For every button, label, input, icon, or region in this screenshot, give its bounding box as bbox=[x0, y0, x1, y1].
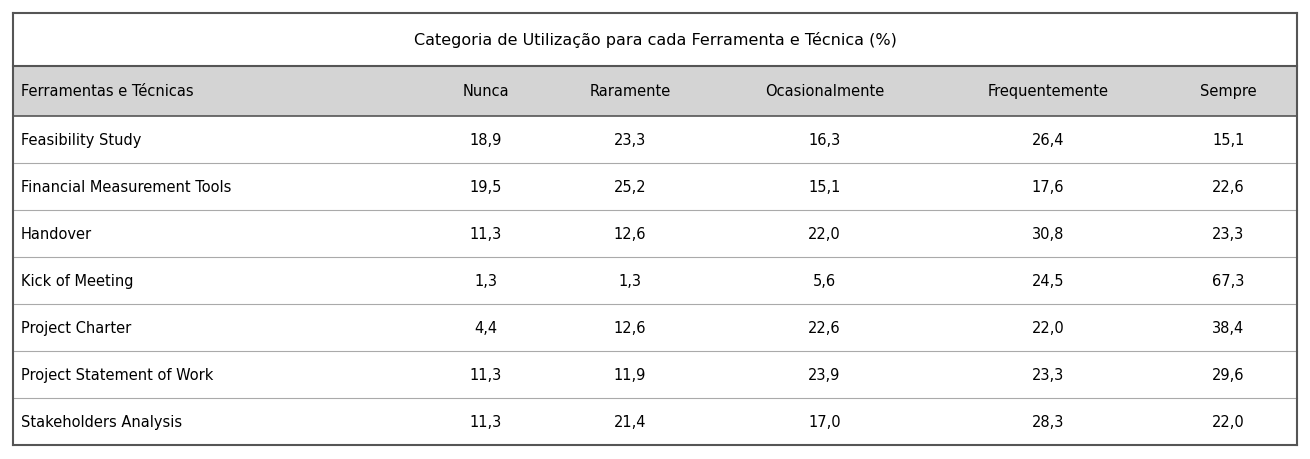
Text: 1,3: 1,3 bbox=[474, 274, 496, 289]
Text: 12,6: 12,6 bbox=[613, 227, 646, 242]
Bar bbox=[13, 352, 1297, 398]
Text: 67,3: 67,3 bbox=[1212, 274, 1244, 289]
Bar bbox=[13, 14, 1297, 67]
Text: 30,8: 30,8 bbox=[1032, 227, 1064, 242]
Text: 15,1: 15,1 bbox=[808, 180, 841, 195]
Text: Ferramentas e Técnicas: Ferramentas e Técnicas bbox=[21, 84, 194, 99]
Text: Frequentemente: Frequentemente bbox=[988, 84, 1108, 99]
Text: Ocasionalmente: Ocasionalmente bbox=[765, 84, 884, 99]
Text: Project Charter: Project Charter bbox=[21, 320, 131, 336]
Text: 28,3: 28,3 bbox=[1032, 414, 1064, 429]
Text: 23,3: 23,3 bbox=[1212, 227, 1244, 242]
Text: Raramente: Raramente bbox=[590, 84, 671, 99]
Text: 22,6: 22,6 bbox=[1212, 180, 1244, 195]
Text: 4,4: 4,4 bbox=[474, 320, 496, 336]
Text: 17,0: 17,0 bbox=[808, 414, 841, 429]
Text: 11,3: 11,3 bbox=[469, 367, 502, 382]
Text: 25,2: 25,2 bbox=[613, 180, 646, 195]
Bar bbox=[13, 67, 1297, 117]
Text: 22,6: 22,6 bbox=[808, 320, 841, 336]
Text: Feasibility Study: Feasibility Study bbox=[21, 133, 141, 148]
Text: Categoria de Utilização para cada Ferramenta e Técnica (%): Categoria de Utilização para cada Ferram… bbox=[414, 32, 896, 48]
Bar bbox=[13, 164, 1297, 211]
Text: 15,1: 15,1 bbox=[1212, 133, 1244, 148]
Text: 11,3: 11,3 bbox=[469, 227, 502, 242]
Text: Project Statement of Work: Project Statement of Work bbox=[21, 367, 214, 382]
Bar bbox=[13, 305, 1297, 352]
Text: 22,0: 22,0 bbox=[808, 227, 841, 242]
Text: Financial Measurement Tools: Financial Measurement Tools bbox=[21, 180, 232, 195]
Text: 26,4: 26,4 bbox=[1032, 133, 1064, 148]
Text: Sempre: Sempre bbox=[1200, 84, 1256, 99]
Text: 17,6: 17,6 bbox=[1032, 180, 1064, 195]
Text: 1,3: 1,3 bbox=[618, 274, 642, 289]
Text: Kick of Meeting: Kick of Meeting bbox=[21, 274, 134, 289]
Text: 11,9: 11,9 bbox=[613, 367, 646, 382]
Text: 23,3: 23,3 bbox=[1032, 367, 1064, 382]
Text: 38,4: 38,4 bbox=[1212, 320, 1244, 336]
Text: 12,6: 12,6 bbox=[613, 320, 646, 336]
Text: Handover: Handover bbox=[21, 227, 92, 242]
Text: 29,6: 29,6 bbox=[1212, 367, 1244, 382]
Text: 18,9: 18,9 bbox=[469, 133, 502, 148]
Text: 22,0: 22,0 bbox=[1212, 414, 1244, 429]
Text: 23,9: 23,9 bbox=[808, 367, 841, 382]
Text: 22,0: 22,0 bbox=[1032, 320, 1065, 336]
Bar bbox=[13, 211, 1297, 257]
Text: 11,3: 11,3 bbox=[469, 414, 502, 429]
Text: 5,6: 5,6 bbox=[814, 274, 836, 289]
Bar bbox=[13, 117, 1297, 164]
Text: 21,4: 21,4 bbox=[613, 414, 646, 429]
Text: Stakeholders Analysis: Stakeholders Analysis bbox=[21, 414, 182, 429]
Text: 23,3: 23,3 bbox=[613, 133, 646, 148]
Text: 19,5: 19,5 bbox=[469, 180, 502, 195]
Bar bbox=[13, 257, 1297, 305]
Text: Nunca: Nunca bbox=[462, 84, 508, 99]
Text: 16,3: 16,3 bbox=[808, 133, 841, 148]
Text: 24,5: 24,5 bbox=[1032, 274, 1064, 289]
Bar bbox=[13, 398, 1297, 445]
